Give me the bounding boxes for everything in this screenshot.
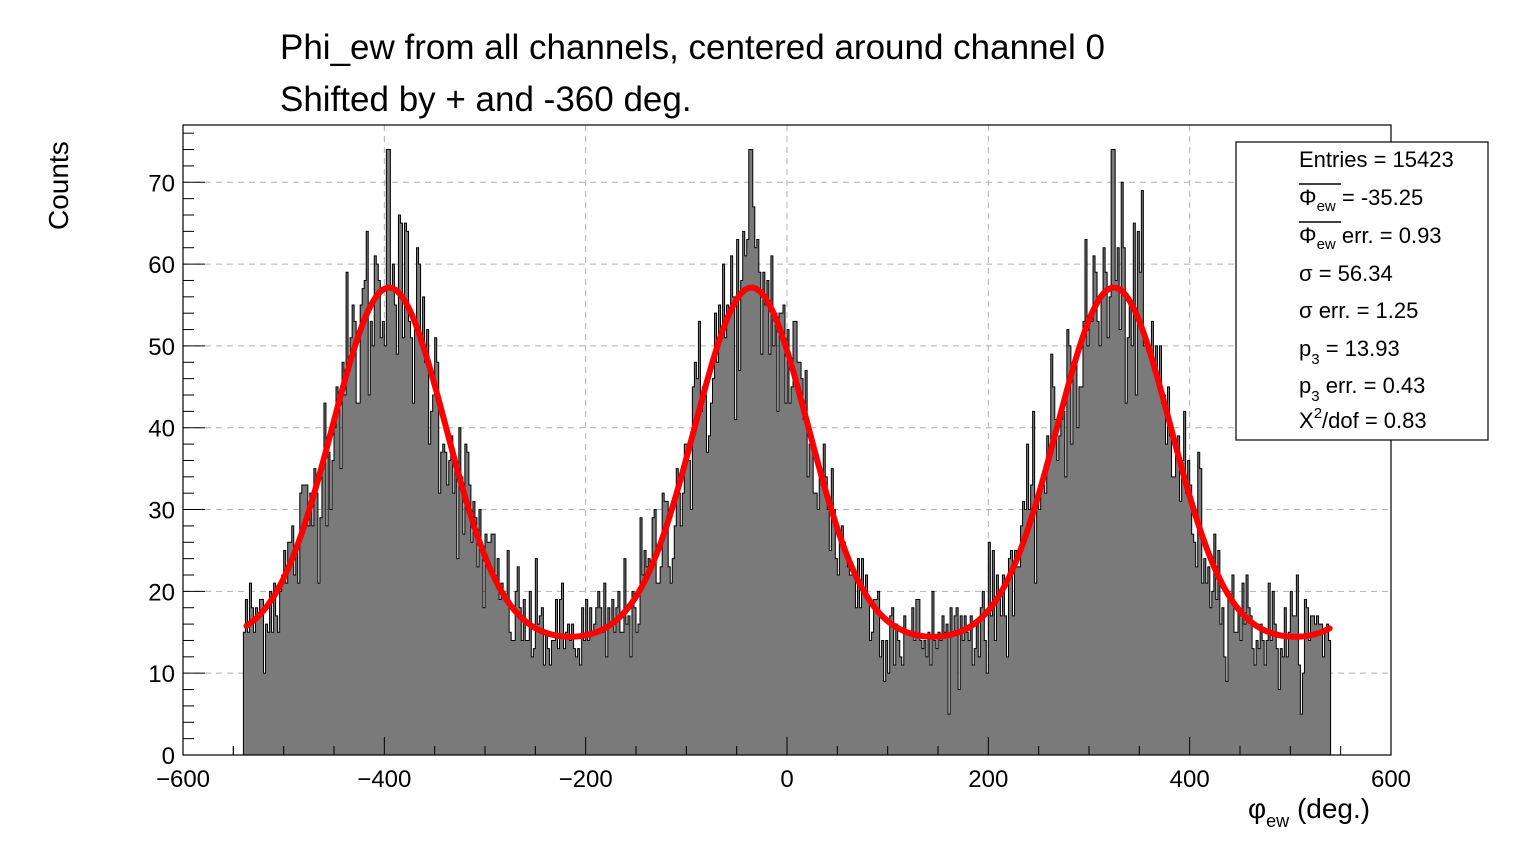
x-axis-subscript: ew [1266,811,1290,831]
stats-sigma-err: σ err. = 1.25 [1299,298,1418,323]
fit-curve [243,284,1333,640]
tick-labels: −600 −400 −200 0 200 400 600 0 10 20 30 40 50 60 70 [148,170,1411,793]
stats-p3-err: p3 err. = 0.43 [1299,373,1425,405]
stats-mean-err: Φew err. = 0.93 [1299,223,1442,253]
chart-title-line-1: Phi_ew from all channels, centered aroun… [280,28,1105,67]
x-tick-label: −400 [357,766,411,793]
y-tick-label: 30 [148,498,175,525]
stats-entries: Entries = 15423 [1299,147,1454,172]
x-tick-label: −600 [156,766,210,793]
stats-p3: p3 = 13.93 [1299,336,1400,368]
histogram-bars [242,149,1332,756]
y-tick-label: 0 [162,743,175,770]
y-tick-label: 10 [148,661,175,688]
y-tick-label: 60 [148,252,175,279]
y-tick-label: 70 [148,170,175,197]
y-tick-label: 40 [148,416,175,443]
axis-ticks [182,132,1392,756]
stats-box-frame [1235,141,1489,441]
chart-title-line-2: Shifted by + and -360 deg. [280,80,692,119]
x-axis-symbol: φ [1248,793,1266,824]
x-tick-label: 600 [1371,766,1411,793]
y-axis-title: Counts [43,141,74,230]
stats-box: Entries = 15423 Φew = -35.25 Φew err. = … [1235,141,1489,441]
fit-curve-layer [243,284,1333,640]
stats-sigma: σ = 56.34 [1299,261,1393,286]
x-tick-label: 0 [780,766,793,793]
stats-mean: Φew = -35.25 [1299,185,1423,215]
x-axis-title: φew (deg.) [1248,793,1370,831]
y-tick-label: 20 [148,579,175,606]
x-tick-label: 400 [1170,766,1210,793]
x-tick-label: 200 [968,766,1008,793]
x-tick-label: −200 [559,766,613,793]
y-tick-label: 50 [148,334,175,361]
x-axis-unit: (deg.) [1289,793,1370,824]
stats-chi2: X2/dof = 0.83 [1299,405,1427,433]
histogram-series [242,149,1332,756]
